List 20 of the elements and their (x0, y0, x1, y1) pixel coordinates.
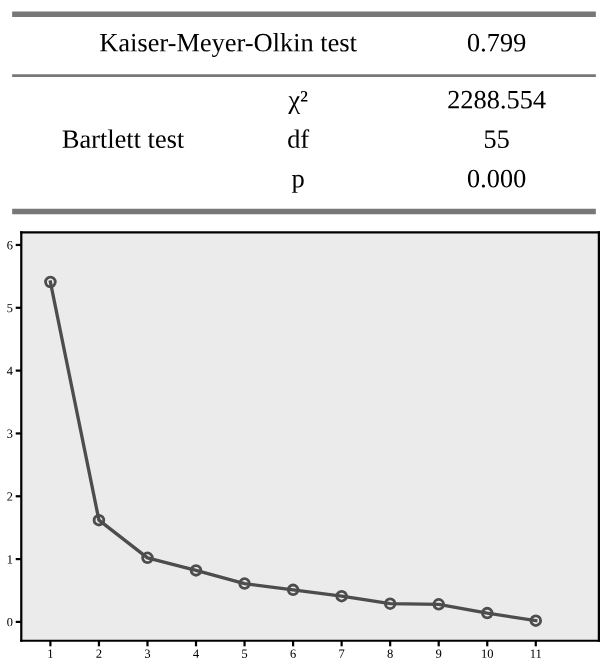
point (480, 606, 494, 620)
point (189, 564, 203, 577)
point (92, 513, 106, 527)
text: 2288.554 (448, 90, 546, 109)
text: 0.000 (467, 169, 526, 188)
text: p (291, 174, 304, 193)
text: 55 (484, 130, 509, 149)
point (383, 597, 397, 610)
point (529, 614, 543, 627)
point (238, 577, 251, 590)
point (44, 275, 57, 289)
text: 0.799 (467, 33, 526, 52)
text: Bartlett test (62, 129, 185, 149)
point (432, 598, 445, 611)
point (286, 583, 300, 597)
text: df (288, 129, 310, 149)
text: χ² (288, 90, 308, 114)
point (141, 551, 154, 565)
point (335, 589, 348, 603)
text: Kaiser-Meyer-Olkin test (100, 33, 357, 58)
